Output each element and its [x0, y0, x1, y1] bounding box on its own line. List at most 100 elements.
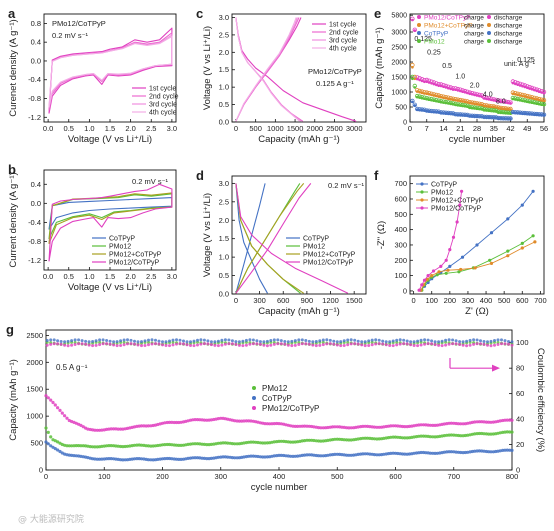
ce-point — [119, 344, 123, 347]
ce-point — [119, 339, 123, 343]
data-point — [451, 235, 456, 239]
ce-point — [472, 342, 476, 346]
ce-point — [161, 340, 164, 344]
ce-point — [202, 338, 206, 342]
x-tick-label: 56 — [540, 124, 548, 133]
legend-marker — [252, 396, 256, 400]
data-point — [403, 425, 407, 429]
data-point — [405, 436, 409, 440]
y-tick-label: 2500 — [391, 45, 407, 52]
data-point — [419, 434, 423, 438]
ce-point — [73, 343, 77, 346]
data-point — [119, 458, 123, 462]
data-point — [207, 457, 211, 461]
data-point — [419, 423, 423, 427]
legend-kind-label: discharge — [494, 39, 523, 46]
data-point — [331, 425, 335, 429]
data-point — [191, 442, 195, 446]
x-tick-label: 2.5 — [146, 272, 156, 281]
data-point — [417, 423, 421, 427]
ce-point — [412, 340, 416, 344]
y-tick-label: 500 — [395, 105, 407, 112]
ce-point — [122, 338, 126, 342]
data-point — [372, 425, 377, 429]
ce-point — [157, 342, 161, 346]
y-tick-label: 0 — [403, 120, 407, 127]
ce-point — [234, 343, 238, 346]
ce-point — [105, 339, 109, 342]
ce-point — [87, 340, 91, 344]
ce-point — [150, 342, 154, 346]
data-point — [200, 442, 204, 446]
data-point — [251, 440, 255, 444]
ce-point — [489, 339, 493, 343]
data-point — [333, 437, 337, 441]
ce-point — [293, 343, 297, 347]
data-point — [314, 453, 318, 458]
data-point — [202, 442, 206, 446]
data-point — [405, 452, 409, 456]
legend-label: PMo12/CoTPyP — [431, 206, 482, 213]
data-point — [135, 443, 139, 447]
data-point — [372, 437, 377, 441]
y-tick-label: 1.0 — [219, 83, 229, 92]
series-line — [235, 183, 305, 294]
data-point — [163, 421, 167, 425]
data-point — [488, 258, 492, 262]
data-point — [156, 422, 160, 427]
ce-point — [493, 343, 496, 347]
ce-point — [409, 343, 413, 347]
x-tick-label: 500 — [498, 296, 511, 305]
data-point — [489, 432, 493, 436]
data-point — [109, 427, 113, 431]
data-point — [317, 439, 321, 443]
ce-point — [349, 338, 353, 342]
data-point — [186, 442, 190, 446]
legend-marker — [417, 15, 421, 19]
data-point — [195, 442, 200, 446]
data-point — [205, 457, 209, 461]
x-tick-label: 400 — [273, 472, 286, 481]
ce-point — [297, 338, 301, 342]
legend-kind-label: discharge — [494, 15, 523, 22]
ce-point — [272, 338, 276, 342]
data-point — [226, 417, 230, 421]
data-point — [447, 421, 451, 425]
ce-point — [206, 339, 210, 343]
panel-label: e — [374, 6, 381, 21]
ce-point — [223, 342, 227, 346]
data-point — [475, 420, 479, 424]
data-point — [191, 418, 195, 422]
legend-label: PMo12+CoTPyP — [431, 198, 484, 205]
panel-label: c — [196, 6, 203, 21]
data-point — [424, 434, 428, 438]
data-point — [400, 424, 405, 429]
x-tick-label: 7 — [425, 124, 429, 133]
ce-point — [185, 340, 189, 344]
data-point — [493, 108, 499, 113]
data-point — [179, 420, 183, 424]
data-point — [347, 438, 351, 442]
ce-point — [325, 342, 329, 346]
ce-point — [154, 338, 157, 342]
data-point — [305, 424, 309, 428]
data-point — [233, 442, 237, 446]
data-point — [209, 418, 213, 422]
data-point — [137, 424, 141, 428]
data-point — [505, 448, 509, 452]
data-point — [460, 189, 464, 193]
x-axis-label: Z' (Ω) — [465, 306, 489, 317]
legend-marker — [417, 39, 421, 43]
ce-point — [196, 343, 199, 347]
ce-point — [304, 339, 308, 342]
data-point — [501, 448, 505, 452]
legend-label: 3rd cycle — [329, 38, 357, 45]
data-point — [268, 422, 272, 426]
series-line — [235, 17, 297, 122]
data-point — [503, 418, 507, 422]
legend-kind-label: discharge — [494, 31, 523, 38]
data-point — [289, 424, 293, 428]
data-point — [119, 427, 123, 431]
data-point — [303, 439, 307, 443]
